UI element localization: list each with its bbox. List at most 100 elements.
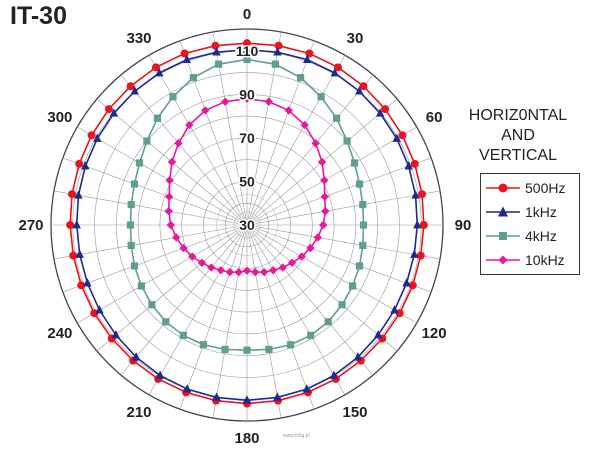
data-point bbox=[311, 139, 320, 148]
data-point bbox=[155, 370, 165, 379]
data-point bbox=[264, 97, 273, 106]
data-point bbox=[381, 105, 390, 114]
data-point bbox=[66, 221, 75, 229]
angle-label: 300 bbox=[47, 109, 72, 126]
data-point bbox=[419, 221, 428, 229]
data-point bbox=[197, 258, 207, 267]
data-point bbox=[324, 318, 332, 326]
angle-label: 60 bbox=[426, 109, 443, 126]
data-point bbox=[67, 190, 76, 199]
data-point bbox=[343, 137, 351, 145]
grid-spoke bbox=[246, 190, 441, 226]
angle-label: 90 bbox=[455, 217, 472, 234]
model-title: IT-30 bbox=[10, 2, 67, 30]
data-point bbox=[410, 159, 419, 168]
data-point bbox=[165, 192, 174, 201]
image-credit: www.ts5g.pl bbox=[283, 433, 310, 439]
data-point bbox=[151, 63, 160, 72]
data-point bbox=[95, 305, 104, 314]
grid-spoke bbox=[77, 126, 248, 226]
data-point bbox=[297, 74, 305, 82]
grid-spoke bbox=[246, 224, 315, 410]
data-point bbox=[404, 161, 413, 170]
data-point bbox=[355, 262, 364, 270]
data-point bbox=[359, 200, 367, 209]
data-point bbox=[338, 301, 346, 309]
data-point bbox=[334, 63, 343, 72]
data-point bbox=[297, 252, 306, 261]
data-point bbox=[242, 94, 252, 103]
series-4khz bbox=[126, 55, 368, 354]
data-point bbox=[164, 207, 173, 216]
grid-spoke bbox=[179, 224, 248, 410]
data-point bbox=[169, 93, 177, 101]
data-point bbox=[225, 267, 235, 277]
data-point bbox=[251, 267, 260, 277]
data-point bbox=[212, 392, 221, 401]
legend-swatch bbox=[486, 183, 520, 193]
grid-spoke bbox=[246, 126, 417, 226]
data-point bbox=[274, 41, 283, 50]
data-point bbox=[355, 180, 364, 188]
data-point bbox=[148, 301, 156, 309]
data-point bbox=[416, 251, 425, 260]
angle-label: 180 bbox=[234, 430, 259, 447]
data-point bbox=[307, 331, 315, 339]
angle-label: 0 bbox=[243, 6, 251, 23]
data-point bbox=[349, 282, 357, 290]
series-10khz bbox=[164, 94, 330, 277]
grid-spoke bbox=[148, 224, 248, 395]
data-point bbox=[313, 233, 322, 242]
legend-item: 500Hz bbox=[481, 176, 579, 200]
data-point bbox=[104, 105, 113, 114]
data-point bbox=[418, 190, 427, 199]
data-point bbox=[172, 233, 181, 242]
angle-label: 240 bbox=[47, 325, 72, 342]
legend-heading-line-3: VERTICAL bbox=[479, 147, 557, 164]
data-point bbox=[93, 133, 102, 142]
data-point bbox=[90, 309, 99, 318]
data-point bbox=[302, 384, 311, 393]
data-point bbox=[155, 67, 164, 77]
data-point bbox=[317, 157, 327, 167]
legend-label: 4kHz bbox=[525, 228, 557, 244]
data-point bbox=[350, 159, 359, 167]
data-point bbox=[165, 176, 174, 185]
grid-spoke bbox=[53, 190, 248, 226]
data-point bbox=[87, 131, 96, 140]
data-point bbox=[353, 352, 363, 361]
grid-spoke bbox=[246, 224, 346, 395]
data-point bbox=[127, 200, 135, 209]
legend-swatch bbox=[486, 232, 520, 240]
radial-label: 90 bbox=[239, 86, 255, 102]
data-point bbox=[359, 221, 368, 229]
data-point bbox=[306, 243, 315, 253]
data-point bbox=[215, 60, 223, 68]
data-point bbox=[153, 114, 162, 122]
data-point bbox=[83, 278, 92, 287]
data-point bbox=[179, 331, 187, 339]
data-point bbox=[162, 318, 170, 326]
data-point bbox=[413, 220, 422, 229]
angle-label: 120 bbox=[422, 325, 447, 342]
data-point bbox=[395, 309, 404, 318]
data-point bbox=[332, 114, 341, 122]
data-point bbox=[271, 60, 279, 68]
grid-spoke bbox=[96, 224, 248, 352]
data-point bbox=[199, 341, 208, 349]
data-point bbox=[243, 39, 251, 48]
data-point bbox=[143, 137, 151, 145]
data-point bbox=[130, 180, 139, 188]
data-point bbox=[137, 282, 145, 290]
data-point bbox=[185, 120, 194, 130]
radial-label: 110 bbox=[236, 43, 259, 59]
data-point bbox=[130, 262, 139, 270]
legend-swatch bbox=[486, 255, 520, 265]
data-point bbox=[242, 266, 252, 275]
legend: 500Hz 1kHz 4kHz 10kHz bbox=[480, 173, 580, 275]
grid-spoke bbox=[246, 55, 346, 226]
data-point bbox=[273, 392, 282, 401]
data-point bbox=[216, 266, 226, 275]
grid-spoke bbox=[246, 224, 441, 260]
data-point bbox=[135, 159, 144, 167]
